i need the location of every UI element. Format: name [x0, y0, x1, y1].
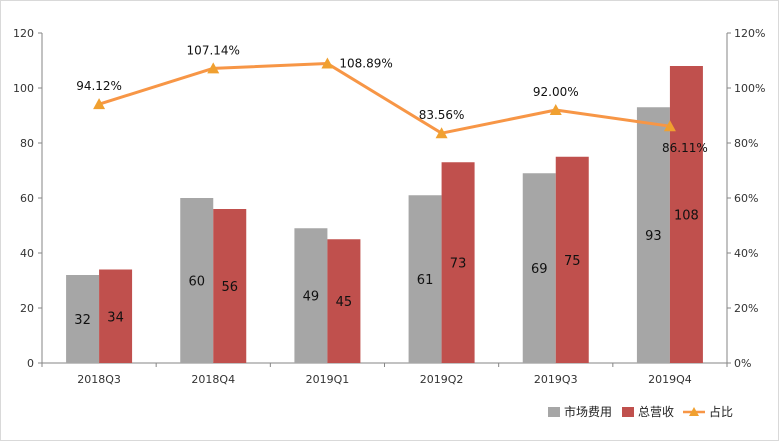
bar-data-label: 69 [531, 262, 548, 277]
bar-total-revenue [327, 239, 361, 363]
bar-marketing-cost [636, 107, 670, 363]
y-right-tick-label: 100% [734, 82, 765, 95]
ratio-line [98, 62, 671, 135]
bar-marketing-cost [294, 228, 328, 363]
labels-layer: 32 60 49 61 69 93 34 56 45 73 75 108 94.12% 107.14% 10… [74, 43, 707, 328]
axes-layer: 0 20 40 60 80 100 120 0% 20% 40% 60% 80% 100% 120% 201… [13, 27, 765, 386]
ratio-data-label: 107.14% [187, 43, 240, 57]
bar-data-label: 75 [564, 254, 581, 269]
bar-data-label: 45 [336, 295, 353, 310]
y-right-tick-label: 20% [734, 302, 758, 315]
ratio-data-label: 92.00% [533, 85, 579, 99]
legend: 市场费用 总营收 占比 [548, 404, 733, 419]
ratio-marker [93, 98, 106, 110]
bar-data-label: 108 [674, 209, 699, 224]
y-right-tick-label: 0% [734, 357, 751, 370]
ratio-data-label: 108.89% [339, 57, 392, 71]
y-left-tick-label: 40 [20, 247, 34, 260]
bar-marketing-cost [408, 195, 442, 363]
ratio-marker [321, 57, 334, 69]
y-right-tick-label: 60% [734, 192, 758, 205]
line-layer [93, 57, 676, 139]
ratio-marker [207, 62, 220, 74]
x-tick-label: 2018Q3 [77, 373, 121, 386]
x-tick-label: 2018Q4 [191, 373, 235, 386]
bar-total-revenue [99, 269, 133, 363]
bar-data-label: 34 [107, 310, 124, 325]
bar-data-label: 49 [303, 290, 320, 305]
y-left-tick-label: 0 [27, 357, 34, 370]
bars-layer [66, 66, 703, 363]
y-right-tick-label: 120% [734, 27, 765, 40]
legend-label: 总营收 [638, 405, 674, 419]
bar-total-revenue [441, 162, 475, 363]
bar-data-label: 93 [645, 229, 662, 244]
y-left-tick-label: 120 [13, 27, 34, 40]
bar-data-label: 56 [221, 280, 238, 295]
bar-total-revenue [669, 66, 703, 363]
ratio-marker [663, 120, 676, 132]
bar-data-label: 61 [417, 273, 434, 288]
y-right-tick-label: 80% [734, 137, 758, 150]
y-left-tick-label: 100 [13, 82, 34, 95]
ratio-data-label: 83.56% [419, 108, 465, 122]
ratio-data-label: 86.11% [662, 141, 708, 155]
ratio-marker [435, 127, 448, 139]
y-left-tick-label: 60 [20, 192, 34, 205]
bar-data-label: 60 [188, 275, 205, 290]
bar-marketing-cost [180, 198, 214, 363]
bar-marketing-cost [522, 173, 556, 363]
bar-total-revenue [555, 156, 589, 363]
y-right-tick-label: 40% [734, 247, 758, 260]
y-left-tick-label: 80 [20, 137, 34, 150]
x-tick-label: 2019Q4 [648, 373, 692, 386]
bar-total-revenue [213, 209, 247, 363]
y-left-tick-label: 20 [20, 302, 34, 315]
bar-data-label: 32 [74, 313, 91, 328]
ratio-data-label: 94.12% [76, 79, 122, 93]
legend-label: 占比 [709, 404, 733, 419]
x-tick-label: 2019Q1 [306, 373, 350, 386]
x-tick-label: 2019Q3 [534, 373, 578, 386]
legend-swatch [548, 407, 560, 417]
legend-marker [689, 407, 699, 416]
bar-marketing-cost [66, 275, 100, 363]
bar-data-label: 73 [450, 257, 467, 272]
x-tick-label: 2019Q2 [420, 373, 464, 386]
ratio-marker [549, 104, 562, 115]
legend-swatch [622, 407, 634, 417]
legend-label: 市场费用 [564, 404, 612, 419]
